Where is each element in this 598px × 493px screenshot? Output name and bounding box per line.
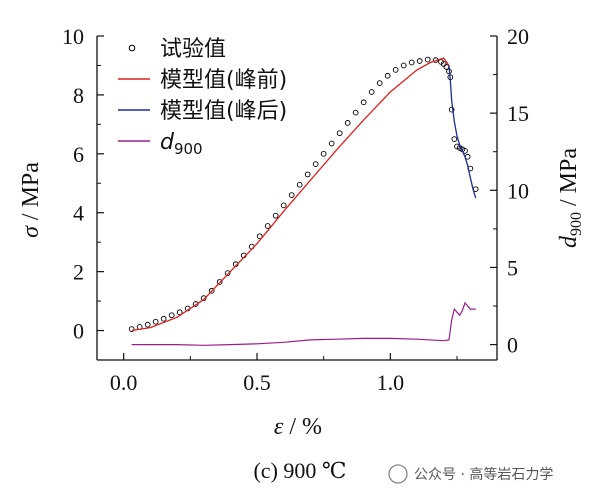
scatter-point [352,109,359,116]
scatter-point [392,67,399,73]
figure-caption: (c) 900 ℃ [253,458,346,483]
scatter-point [336,130,343,137]
scatter-point [451,136,458,142]
scatter-point [360,99,367,106]
legend-marker [128,44,136,52]
scatter-point [128,326,135,332]
scatter-point [272,212,279,219]
y-right-tick-label: 10 [507,178,529,203]
scatter-point [160,315,167,322]
y-left-tick-label: 0 [73,319,84,344]
y-right-tick-label: 15 [507,101,529,126]
scatter-point [376,80,383,86]
scatter-point [216,279,223,285]
scatter-point [416,58,423,64]
scatter-point [443,64,450,70]
x-axis-label: ε / % [274,414,322,440]
legend-label: 模型值(峰后) [160,99,287,124]
scatter-point [328,140,335,147]
legend-label: 试验值 [160,37,226,62]
series-line [448,65,477,199]
scatter-point [320,150,327,157]
scatter-point [208,287,215,294]
y-right-tick-label: 5 [507,255,518,280]
plot-marks [128,56,479,346]
y-left-tick-label: 10 [62,24,84,49]
scatter-point [288,192,295,198]
legend-label: 模型值(峰前) [160,68,287,93]
series-line [131,301,476,346]
series-line [131,57,450,332]
y-left-tick-label: 4 [73,201,84,226]
scatter-point [224,270,231,276]
scatter-point [256,233,263,240]
scatter-point [176,309,183,316]
scatter-point [368,89,375,95]
scatter-point [344,120,351,126]
scatter-point [168,312,175,319]
scatter-point [408,59,415,66]
watermark: 公众号 · 高等岩石力学 [388,464,553,484]
watermark-text: 公众号 · 高等岩石力学 [414,466,553,483]
legend-label: d900 [160,130,203,158]
scatter-point [144,321,151,328]
wechat-icon [388,464,408,484]
y-left-tick-label: 6 [73,142,84,167]
scatter-point [400,62,407,69]
x-tick-label: 1.0 [377,370,405,395]
scatter-point [384,72,391,79]
x-tick-label: 0.0 [110,370,138,395]
plot-frame [96,36,498,361]
scatter-point [264,223,271,229]
y-left-tick-label: 8 [73,83,84,108]
y-right-tick-label: 20 [507,24,529,49]
x-tick-label: 0.5 [243,370,271,395]
scatter-point [152,318,159,325]
tick-marks [97,35,497,360]
scatter-point [296,181,303,188]
scatter-point [312,161,319,167]
scatter-point [280,202,287,209]
scatter-point [424,56,431,63]
scatter-point [448,106,455,113]
y-axis-right-label: d900 / MPa [556,148,585,248]
scatter-point [304,171,311,178]
y-left-tick-label: 2 [73,260,84,285]
scatter-point [200,295,207,301]
y-axis-left-label: σ / MPa [18,162,44,238]
y-right-tick-label: 0 [507,333,518,358]
